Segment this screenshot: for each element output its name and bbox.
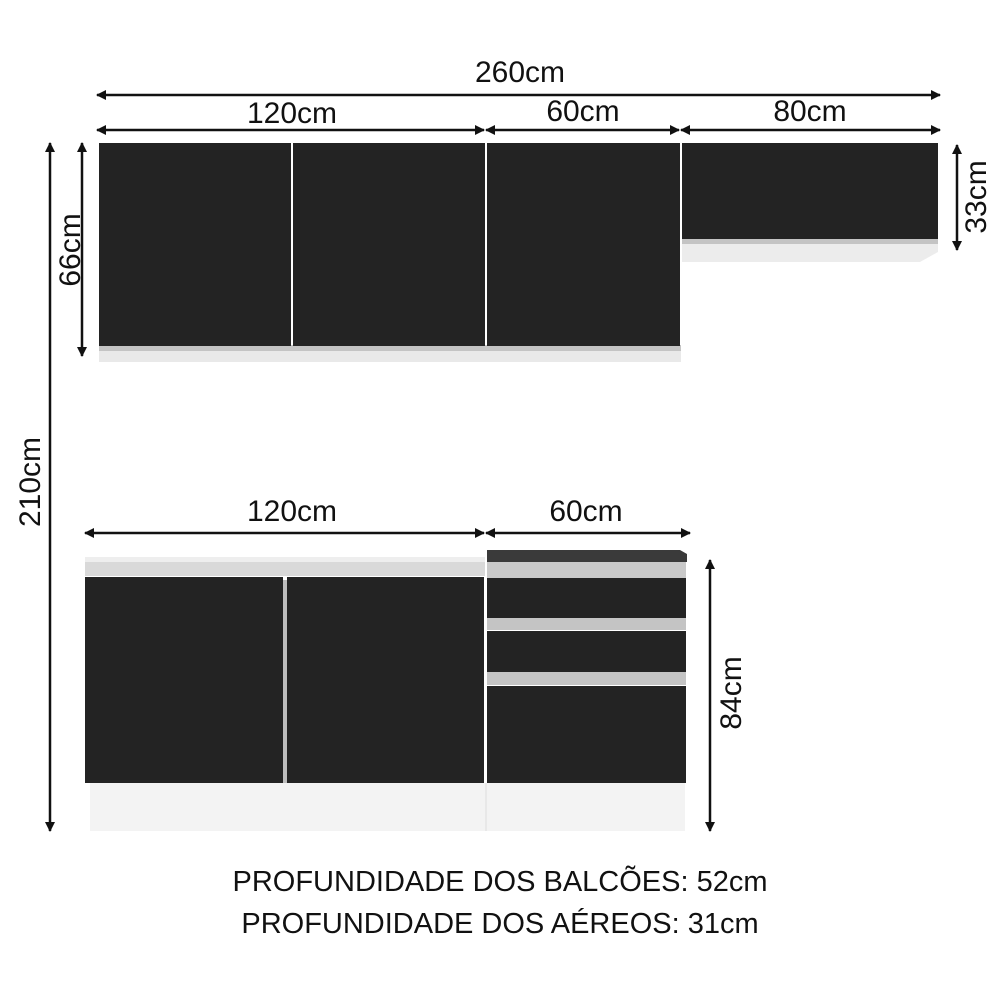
drawer-handle-1 (487, 618, 686, 630)
lower-door-1 (85, 577, 283, 783)
drawer-2 (487, 631, 686, 672)
upper-door-1 (99, 143, 291, 346)
upper-door-2 (293, 143, 485, 346)
drawer-1 (487, 578, 686, 618)
drawer-handle-2 (487, 672, 686, 685)
drawer-3 (487, 686, 686, 783)
label-upper-right: 80cm (773, 95, 846, 128)
label-total-height: 210cm (14, 437, 47, 527)
label-lower-left: 120cm (247, 495, 337, 528)
lower-cabinets (85, 550, 687, 831)
label-total-width: 260cm (475, 56, 565, 89)
wall-depth-note: PROFUNDIDADE DOS AÉREOS: 31cm (241, 907, 758, 940)
label-lower-height: 84cm (715, 656, 748, 729)
label-upper-middle: 60cm (546, 95, 619, 128)
label-lower-right: 60cm (549, 495, 622, 528)
upper-door-3 (487, 143, 680, 346)
label-upper-height: 66cm (54, 213, 87, 286)
upper-flip-door (682, 143, 938, 239)
dimension-lines (45, 90, 962, 832)
upper-cabinets (99, 143, 938, 362)
lower-door-2 (287, 577, 484, 783)
cooktop-top (487, 550, 687, 562)
label-upper-left: 120cm (247, 97, 337, 130)
base-depth-note: PROFUNDIDADE DOS BALCÕES: 52cm (233, 864, 768, 898)
label-upper-right-height: 33cm (960, 160, 993, 233)
plinth (90, 783, 685, 831)
